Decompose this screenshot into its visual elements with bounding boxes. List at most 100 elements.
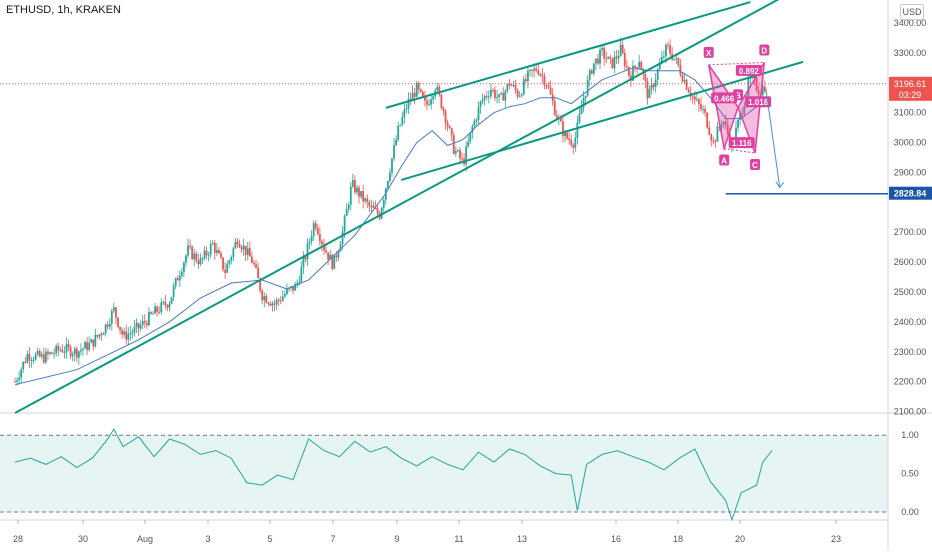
candle-body	[356, 187, 358, 193]
candle-body	[636, 67, 639, 69]
pattern-ratio-badge	[735, 64, 762, 76]
candle-body	[627, 67, 630, 76]
candle-body	[92, 339, 95, 347]
candle-body	[154, 306, 156, 314]
moving-average-line	[14, 67, 757, 386]
target-level-label: 2828.84	[894, 189, 927, 199]
currency-unit-badge[interactable]: USD	[900, 4, 924, 20]
candle-body	[473, 120, 476, 127]
candle-body	[308, 241, 311, 244]
candle-body	[30, 360, 33, 362]
candle-body	[14, 381, 16, 383]
candle-body	[457, 150, 459, 152]
candle-body	[582, 98, 585, 108]
candle-body	[73, 348, 76, 355]
time-tick-label: 28	[13, 534, 23, 544]
candle-body	[226, 264, 229, 273]
candle-body	[77, 351, 80, 358]
candle-body	[527, 70, 529, 82]
candle-body	[755, 78, 758, 91]
candle-body	[663, 56, 665, 58]
pattern-xb-line	[708, 64, 739, 108]
candle-body	[203, 250, 206, 259]
candle-body	[75, 348, 78, 358]
candle-body	[693, 96, 696, 100]
pattern-point-label: C	[752, 161, 758, 170]
candle-body	[106, 324, 109, 327]
candle-body	[502, 93, 505, 101]
candle-body	[90, 339, 93, 343]
current-price-badge	[889, 76, 932, 101]
candle-body	[55, 345, 58, 354]
candle-body	[339, 244, 342, 252]
candle-body	[518, 95, 521, 97]
candle-body	[32, 359, 35, 361]
chart-title: ETHUSD, 1h, KRAKEN	[6, 4, 121, 16]
candle-body	[681, 74, 684, 82]
candle-body	[665, 44, 667, 57]
candle-body	[197, 260, 200, 265]
candle-body	[450, 128, 453, 135]
candle-body	[442, 108, 445, 111]
candle-body	[115, 307, 117, 318]
candle-body	[312, 223, 315, 237]
candle-body	[205, 250, 208, 256]
time-tick-label: 23	[831, 534, 841, 544]
candle-body	[71, 354, 74, 357]
candle-body	[238, 244, 241, 248]
candle-body	[119, 326, 121, 331]
candle-body	[123, 331, 126, 335]
candle-body	[500, 93, 503, 95]
candle-body	[389, 172, 391, 181]
candle-body	[654, 79, 657, 88]
candle-body	[413, 92, 416, 97]
time-tick-label: 5	[267, 534, 272, 544]
candle-body	[735, 127, 737, 142]
candle-body	[605, 58, 608, 60]
candle-body	[461, 158, 463, 160]
time-tick-label: 11	[454, 534, 463, 544]
candle-body	[318, 234, 321, 242]
candle-body	[302, 257, 305, 268]
candle-body	[599, 49, 601, 64]
candle-body	[82, 348, 84, 350]
candle-body	[588, 70, 591, 80]
candle-body	[529, 69, 531, 71]
candle-body	[296, 282, 299, 284]
candle-body	[506, 83, 509, 92]
candle-body	[498, 94, 500, 98]
candle-body	[257, 267, 259, 279]
candle-body	[726, 124, 729, 134]
candle-body	[38, 350, 41, 357]
candle-body	[397, 125, 400, 140]
candle-body	[251, 256, 253, 263]
projection-arrow	[765, 88, 781, 188]
candle-body	[283, 294, 286, 297]
oscillator-tick-label: 0.00	[901, 507, 919, 517]
pattern-ac-line	[724, 148, 756, 154]
candle-body	[170, 297, 173, 304]
candle-body	[539, 74, 542, 76]
candle-body	[621, 44, 624, 53]
candle-body	[560, 117, 562, 122]
oscillator-line	[14, 428, 773, 522]
candle-body	[465, 146, 468, 165]
candle-body	[669, 45, 671, 54]
candle-body	[613, 56, 616, 68]
candle-body	[580, 107, 583, 114]
harmonic-pattern: X A B C D 0.892 0.466 1.018 1.116	[703, 44, 772, 171]
candle-body	[562, 121, 564, 137]
candle-body	[584, 95, 587, 99]
candle-body	[59, 349, 62, 351]
pattern-point-badge	[750, 159, 761, 171]
candle-body	[57, 345, 60, 351]
candle-body	[86, 342, 88, 350]
candle-body	[310, 236, 313, 242]
candle-body	[306, 243, 309, 260]
candle-body	[178, 275, 181, 281]
candle-body	[22, 361, 25, 370]
candle-body	[675, 57, 678, 59]
trendline-channel-lower	[400, 60, 804, 181]
